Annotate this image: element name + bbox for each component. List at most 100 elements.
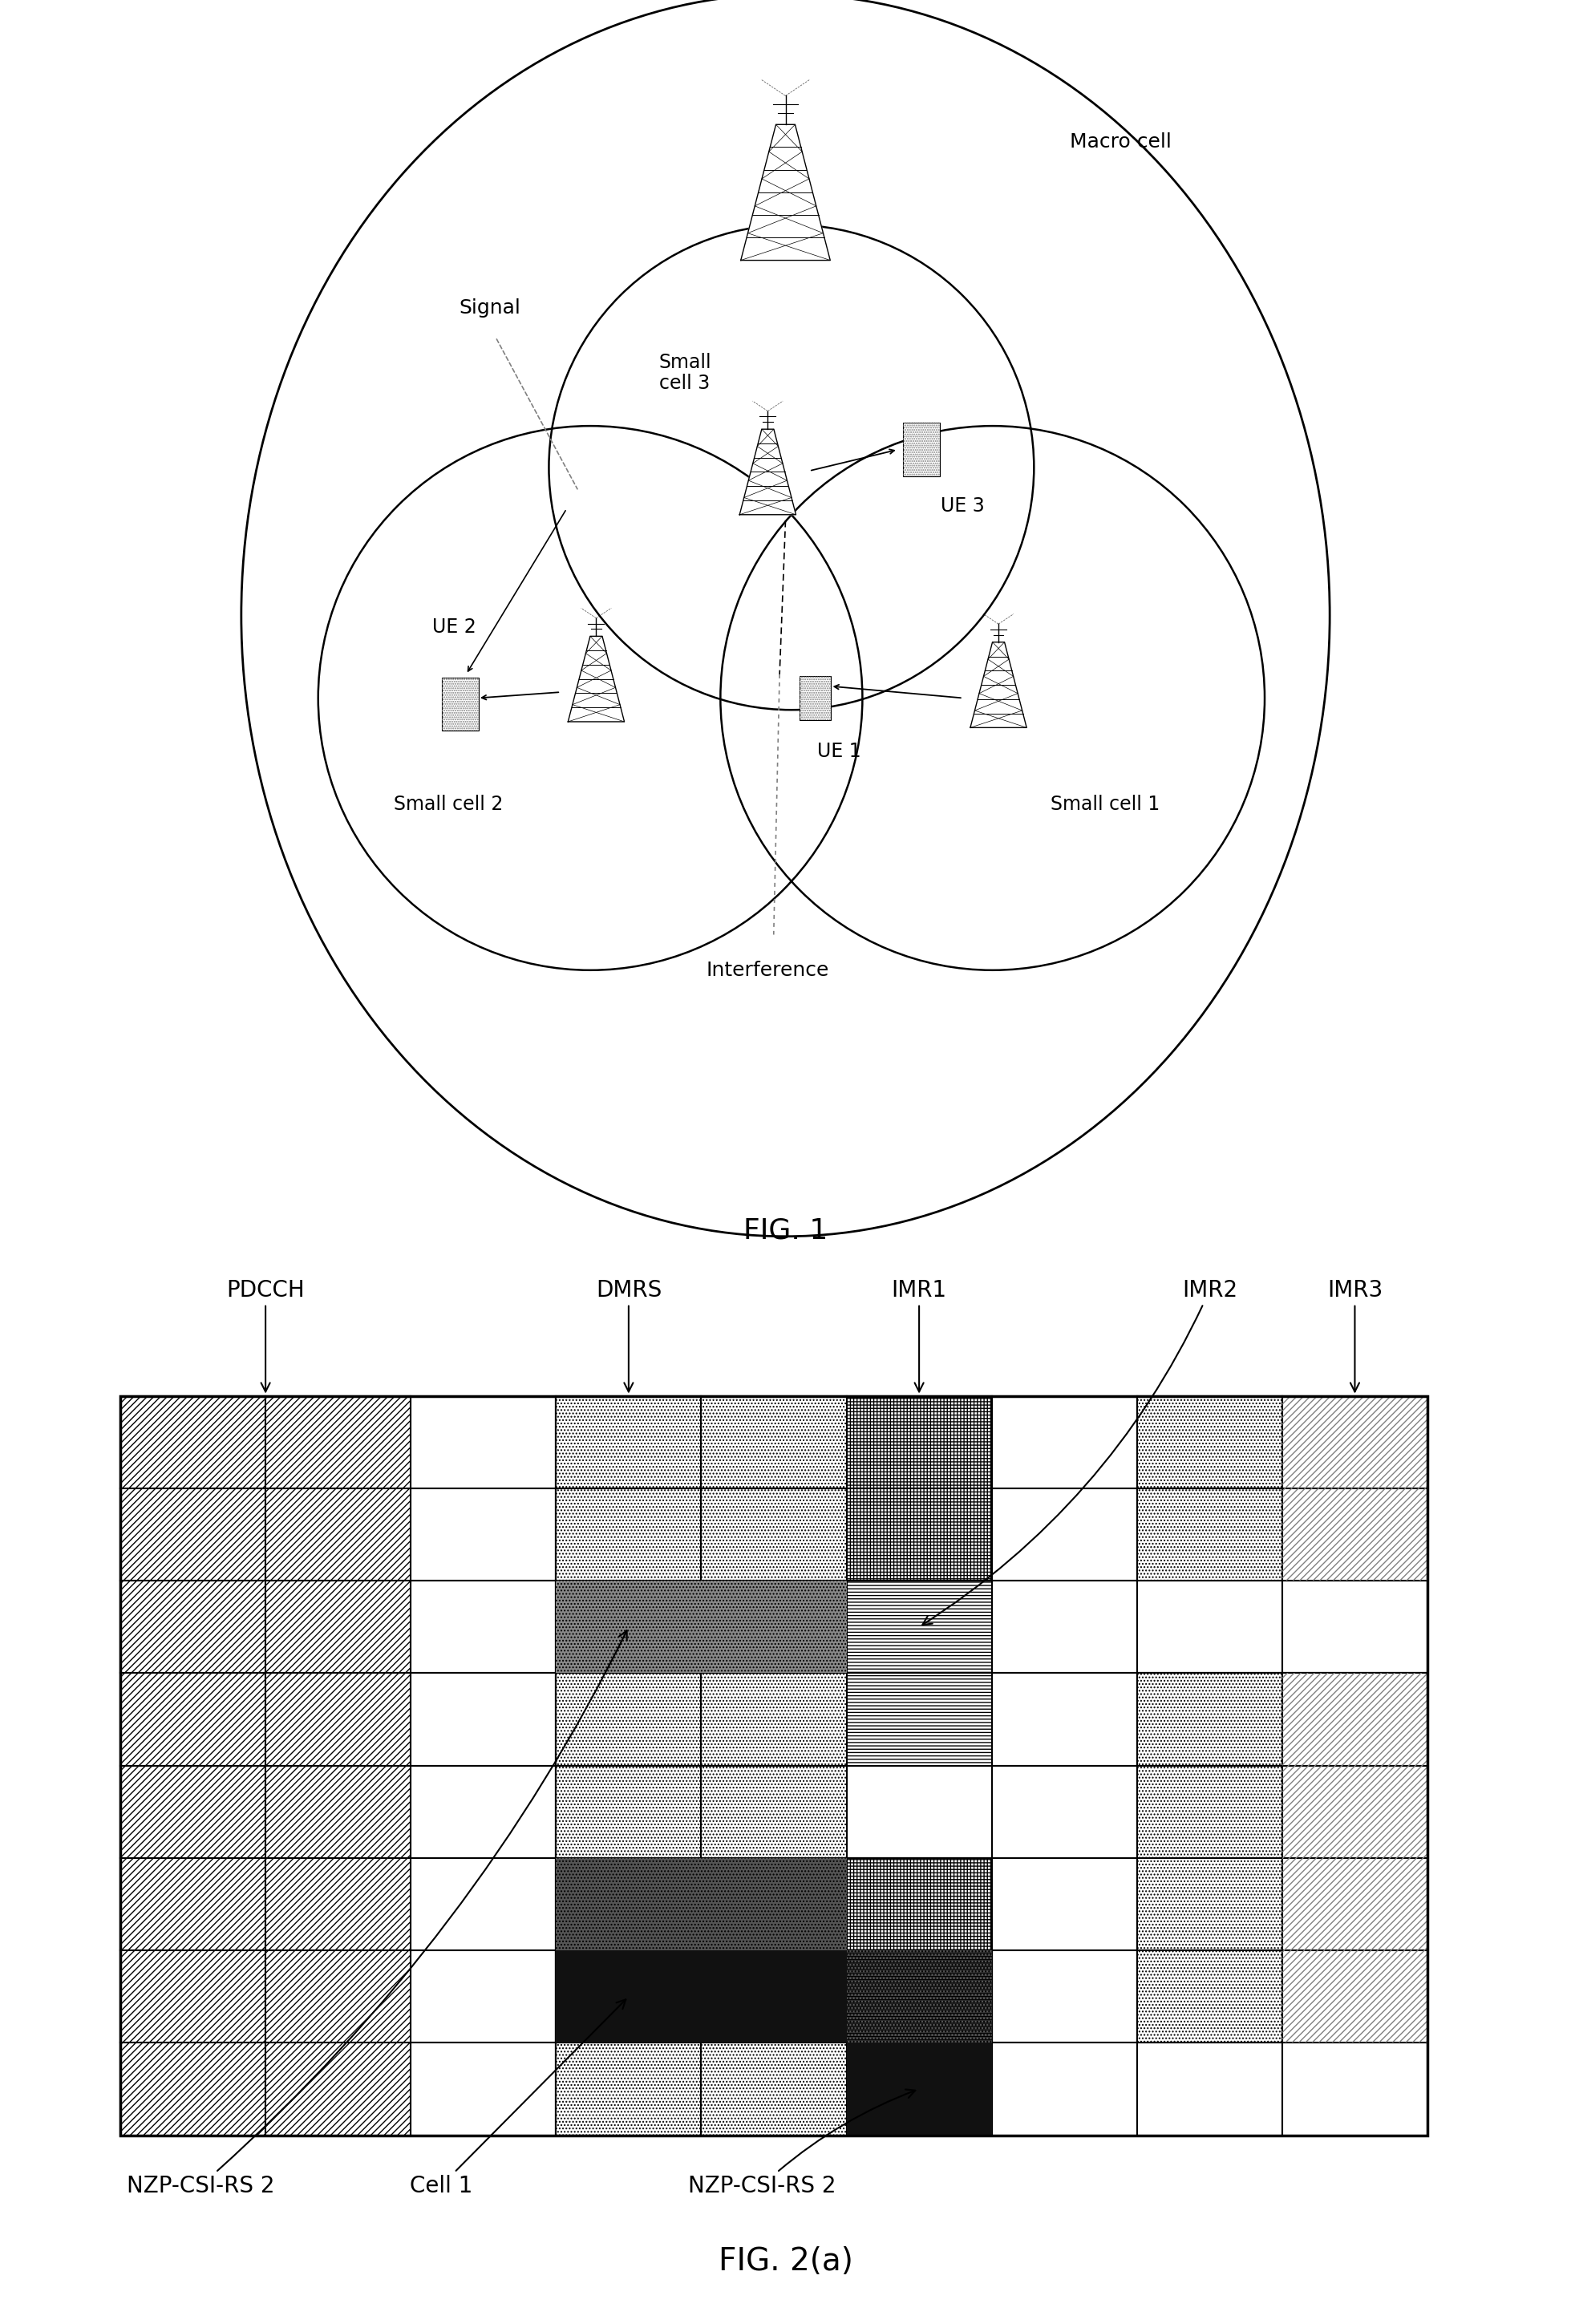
Bar [1282,1487,1428,1580]
Bar [556,1766,701,1857]
Text: Macro cell: Macro cell [1070,132,1172,151]
Bar [556,1766,701,1857]
Text: FIG. 2(a): FIG. 2(a) [718,2245,853,2275]
Bar [556,1580,701,1673]
Bar [1282,1950,1428,2043]
Text: IMR3: IMR3 [1327,1278,1382,1392]
Bar [121,1673,265,1766]
Bar [121,1857,265,1950]
Bar [121,2043,265,2136]
Text: Small cell 1: Small cell 1 [1051,795,1159,813]
Bar [556,1766,701,1857]
Bar [556,1397,701,1487]
Bar [265,1487,410,1580]
Bar [1137,1766,1282,1857]
Text: IMR1: IMR1 [891,1278,947,1392]
Bar [1137,1950,1282,2043]
Bar [1137,1580,1282,1673]
Bar [556,1673,701,1766]
Bar [121,1766,265,1857]
Bar [701,1580,847,1673]
Bar [991,1580,1137,1673]
Bar [847,1950,991,2043]
Bar [1282,1580,1428,1673]
Bar [121,2043,265,2136]
Bar [441,676,479,730]
Bar [701,2043,847,2136]
Bar [265,1950,410,2043]
Bar [556,1487,701,1580]
Bar [121,1397,265,1487]
Bar [847,1950,991,2043]
Bar [265,1673,410,1766]
Bar [903,423,939,476]
Bar [991,1766,1137,1857]
Bar [701,1397,847,1487]
Bar [847,1673,991,1766]
Bar [121,1397,265,1487]
Bar [556,1950,701,2043]
Bar [556,1857,701,1950]
Bar [556,1673,701,1766]
Bar [265,1580,410,1673]
Bar [1282,1487,1428,1580]
Bar [1137,2043,1282,2136]
Bar [701,1857,847,1950]
Text: DMRS: DMRS [595,1278,661,1392]
Bar [410,2043,556,2136]
Bar [265,2043,410,2136]
Text: UE 2: UE 2 [432,618,476,637]
Bar [265,1950,410,2043]
Text: PDCCH: PDCCH [226,1278,305,1392]
Bar [1282,1673,1428,1766]
Bar [1282,1857,1428,1950]
Bar [556,1950,701,2043]
Bar [265,1857,410,1950]
Bar [556,1857,701,1950]
Bar [701,1673,847,1766]
Bar [800,676,831,720]
Bar [410,1487,556,1580]
Bar [991,1487,1137,1580]
Bar [701,1397,847,1487]
Bar [991,1673,1137,1766]
Bar [1282,1673,1428,1766]
Bar [847,1950,991,2043]
Text: UE 1: UE 1 [817,741,861,760]
Bar [800,676,831,720]
Bar [556,1950,701,2043]
Bar [847,1487,991,1580]
Bar [556,1950,701,2043]
Bar [847,1397,991,1487]
Bar [556,1580,701,1673]
Bar [847,1950,991,2043]
Bar [1282,1397,1428,1487]
Bar [556,2043,701,2136]
Bar [1137,1673,1282,1766]
Bar [847,2043,991,2136]
Bar [991,1857,1137,1950]
Bar [121,1766,265,1857]
Bar [1282,1950,1428,2043]
Bar [1282,1766,1428,1857]
Bar [903,423,939,476]
Text: Small
cell 3: Small cell 3 [658,353,712,393]
Bar [265,2043,410,2136]
Bar [265,1487,410,1580]
Bar [265,1673,410,1766]
Text: Signal: Signal [459,297,520,318]
Text: NZP-CSI-RS 2: NZP-CSI-RS 2 [127,1631,627,2196]
Text: IMR2: IMR2 [922,1278,1238,1624]
Bar [1137,1673,1282,1766]
Bar [441,676,479,730]
Bar [121,1487,265,1580]
Bar [991,1397,1137,1487]
Bar [701,1487,847,1580]
Bar [265,1766,410,1857]
Bar [265,1487,410,1580]
Polygon shape [569,637,624,723]
Bar [1137,1766,1282,1857]
Bar [121,2043,265,2136]
Bar [410,1950,556,2043]
Bar [701,1766,847,1857]
